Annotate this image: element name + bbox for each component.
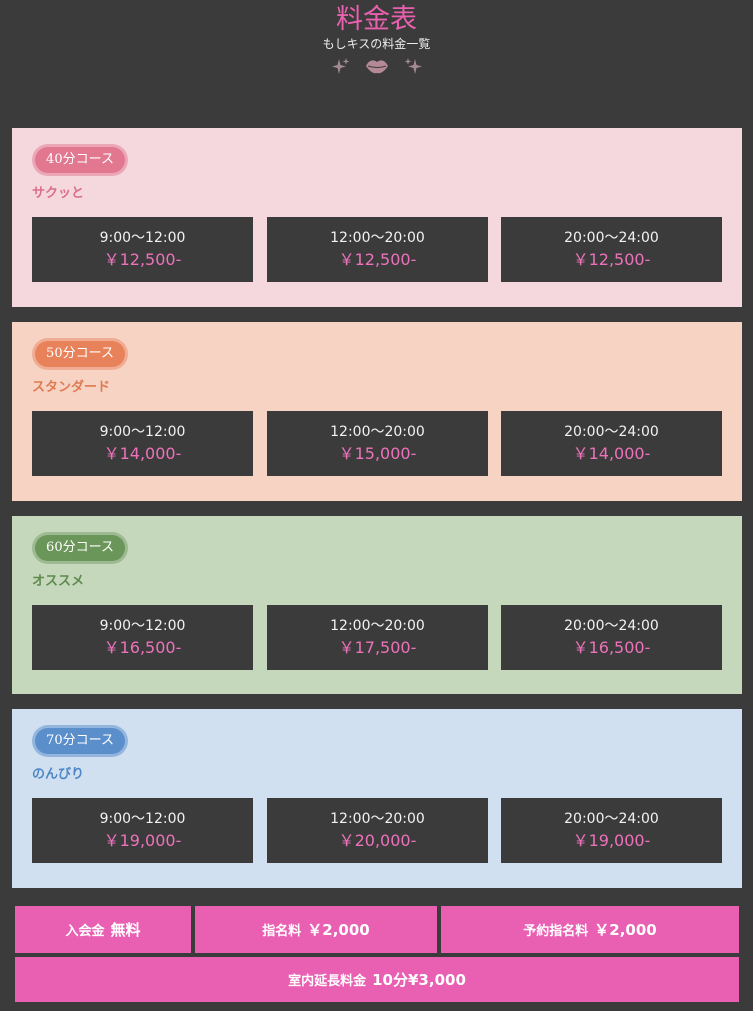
fee-room-extension: 室内延長料金 10分¥3,000 <box>15 957 739 1002</box>
course-card-70: 70分コース のんびり 9:00〜12:00 ￥19,000- 12:00〜20… <box>12 709 742 888</box>
course-card-40: 40分コース サクッと 9:00〜12:00 ￥12,500- 12:00〜20… <box>12 128 742 307</box>
price-slot: 20:00〜24:00 ￥16,500- <box>501 605 722 670</box>
page-title: 料金表 <box>336 4 417 35</box>
price-slot: 9:00〜12:00 ￥16,500- <box>32 605 253 670</box>
page-subtitle: もしキスの料金一覧 <box>322 37 431 51</box>
price-slot: 12:00〜20:00 ￥15,000- <box>267 411 488 476</box>
fee-value: ￥2,000 <box>307 921 370 939</box>
price-slot: 20:00〜24:00 ￥19,000- <box>501 798 722 863</box>
lips-icon <box>365 60 388 74</box>
sparkle-icon <box>404 58 422 74</box>
header-decoration <box>0 56 753 76</box>
slot-price: ￥12,500- <box>338 250 417 269</box>
slot-price: ￥19,000- <box>572 831 651 850</box>
course-tagline: のんびり <box>32 767 85 782</box>
price-slot: 20:00〜24:00 ￥14,000- <box>501 411 722 476</box>
slot-time: 20:00〜24:00 <box>564 618 659 634</box>
slot-price: ￥12,500- <box>103 250 182 269</box>
slot-price: ￥12,500- <box>572 250 651 269</box>
slot-time: 12:00〜20:00 <box>330 618 425 634</box>
slot-time: 9:00〜12:00 <box>99 618 186 634</box>
slot-time: 20:00〜24:00 <box>564 424 659 440</box>
slot-time: 12:00〜20:00 <box>330 811 425 827</box>
price-slot: 12:00〜20:00 ￥12,500- <box>267 217 488 282</box>
fee-label: 室内延長料金 <box>288 974 367 989</box>
slot-time: 12:00〜20:00 <box>330 424 425 440</box>
fee-label: 入会金 <box>65 924 105 939</box>
course-tagline: スタンダード <box>32 380 111 395</box>
fee-value: ￥2,000 <box>594 921 657 939</box>
course-badge: 70分コース <box>32 725 128 757</box>
price-slot: 9:00〜12:00 ￥12,500- <box>32 217 253 282</box>
slot-price: ￥20,000- <box>338 831 417 850</box>
sparkle-icon <box>331 58 349 74</box>
page-header: 料金表 もしキスの料金一覧 <box>0 0 753 128</box>
slot-time: 9:00〜12:00 <box>99 811 186 827</box>
price-slot: 9:00〜12:00 ￥19,000- <box>32 798 253 863</box>
slot-price: ￥17,500- <box>338 638 417 657</box>
slot-price: ￥15,000- <box>338 444 417 463</box>
price-slot: 12:00〜20:00 ￥17,500- <box>267 605 488 670</box>
course-tagline: オススメ <box>32 574 85 589</box>
course-tagline: サクッと <box>32 186 85 201</box>
price-slot: 20:00〜24:00 ￥12,500- <box>501 217 722 282</box>
fee-nomination: 指名料 ￥2,000 <box>195 906 437 953</box>
slot-price: ￥14,000- <box>103 444 182 463</box>
course-badge: 50分コース <box>32 338 128 370</box>
course-badge: 60分コース <box>32 532 128 564</box>
fee-value: 10分¥3,000 <box>372 971 466 989</box>
slot-price: ￥16,500- <box>103 638 182 657</box>
slot-price: ￥14,000- <box>572 444 651 463</box>
slot-price: ￥16,500- <box>572 638 651 657</box>
slot-time: 20:00〜24:00 <box>564 230 659 246</box>
fee-label: 予約指名料 <box>523 924 589 939</box>
course-card-50: 50分コース スタンダード 9:00〜12:00 ￥14,000- 12:00〜… <box>12 322 742 501</box>
slot-time: 12:00〜20:00 <box>330 230 425 246</box>
slot-price: ￥19,000- <box>103 831 182 850</box>
fee-reserved-nomination: 予約指名料 ￥2,000 <box>441 906 739 953</box>
fee-value: 無料 <box>110 921 141 939</box>
fee-admission: 入会金 無料 <box>15 906 191 953</box>
slot-time: 9:00〜12:00 <box>99 230 186 246</box>
slot-time: 9:00〜12:00 <box>99 424 186 440</box>
slot-time: 20:00〜24:00 <box>564 811 659 827</box>
course-card-60: 60分コース オススメ 9:00〜12:00 ￥16,500- 12:00〜20… <box>12 516 742 694</box>
price-slot: 9:00〜12:00 ￥14,000- <box>32 411 253 476</box>
price-slot: 12:00〜20:00 ￥20,000- <box>267 798 488 863</box>
fee-label: 指名料 <box>262 924 302 939</box>
course-badge: 40分コース <box>32 144 128 176</box>
